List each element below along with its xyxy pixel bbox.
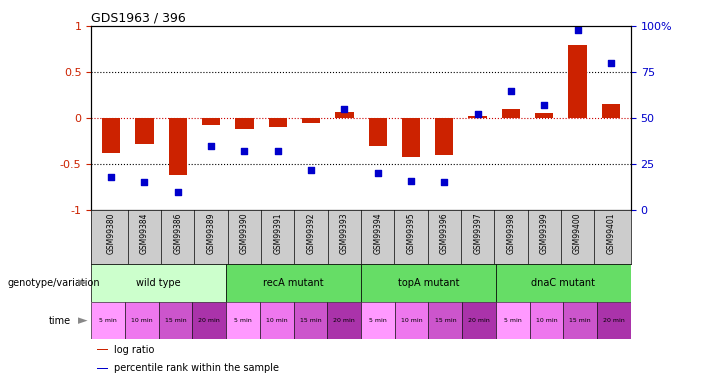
- Text: GSM99401: GSM99401: [606, 213, 615, 254]
- Text: 5 min: 5 min: [369, 318, 387, 323]
- Bar: [294, 302, 327, 339]
- Bar: [535, 112, 553, 118]
- Point: [139, 180, 150, 186]
- Text: 5 min: 5 min: [99, 318, 117, 323]
- Point: [505, 88, 517, 94]
- Text: 10 min: 10 min: [266, 318, 287, 323]
- Bar: [428, 302, 462, 339]
- Bar: [268, 118, 287, 128]
- Text: 10 min: 10 min: [536, 318, 557, 323]
- Text: 20 min: 20 min: [333, 318, 355, 323]
- Bar: [468, 116, 486, 118]
- Point: [205, 143, 217, 149]
- Bar: [97, 368, 109, 369]
- Text: ►: ►: [78, 314, 88, 327]
- Point: [372, 170, 383, 176]
- Point: [239, 148, 250, 154]
- Bar: [502, 109, 520, 118]
- Bar: [202, 118, 220, 124]
- Text: GSM99392: GSM99392: [306, 213, 315, 254]
- Text: time: time: [49, 316, 72, 326]
- Bar: [601, 104, 620, 118]
- Bar: [226, 302, 260, 339]
- Point: [538, 102, 550, 108]
- Bar: [91, 264, 226, 302]
- Text: 15 min: 15 min: [165, 318, 186, 323]
- Bar: [327, 302, 361, 339]
- Point: [605, 60, 616, 66]
- Text: GSM99391: GSM99391: [273, 213, 283, 254]
- Bar: [236, 118, 254, 129]
- Bar: [260, 302, 294, 339]
- Text: GSM99380: GSM99380: [107, 213, 116, 254]
- Bar: [496, 302, 530, 339]
- Text: GSM99393: GSM99393: [340, 213, 349, 254]
- Bar: [369, 118, 387, 146]
- Bar: [335, 112, 353, 118]
- Text: 5 min: 5 min: [234, 318, 252, 323]
- Text: GSM99400: GSM99400: [573, 213, 582, 254]
- Text: recA mutant: recA mutant: [264, 278, 324, 288]
- Text: dnaC mutant: dnaC mutant: [531, 278, 595, 288]
- Bar: [564, 302, 597, 339]
- Bar: [597, 302, 631, 339]
- Bar: [169, 118, 187, 175]
- Bar: [435, 118, 454, 155]
- Text: GSM99396: GSM99396: [440, 213, 449, 254]
- Text: GSM99399: GSM99399: [540, 213, 549, 254]
- Bar: [530, 302, 564, 339]
- Text: 20 min: 20 min: [198, 318, 220, 323]
- Text: GSM99390: GSM99390: [240, 213, 249, 254]
- Bar: [361, 302, 395, 339]
- Text: GSM99389: GSM99389: [207, 213, 216, 254]
- Point: [439, 180, 450, 186]
- Text: 20 min: 20 min: [468, 318, 490, 323]
- Text: GSM99394: GSM99394: [373, 213, 382, 254]
- Bar: [125, 302, 158, 339]
- Text: 15 min: 15 min: [299, 318, 321, 323]
- Text: GSM99398: GSM99398: [506, 213, 515, 254]
- Text: GDS1963 / 396: GDS1963 / 396: [91, 11, 186, 24]
- Point: [339, 106, 350, 112]
- Bar: [226, 264, 361, 302]
- Point: [306, 166, 317, 172]
- Bar: [496, 264, 631, 302]
- Text: 10 min: 10 min: [131, 318, 153, 323]
- Point: [106, 174, 117, 180]
- Text: 10 min: 10 min: [401, 318, 423, 323]
- Text: topA mutant: topA mutant: [397, 278, 459, 288]
- Bar: [395, 302, 428, 339]
- Text: log ratio: log ratio: [114, 345, 154, 355]
- Bar: [569, 45, 587, 118]
- Text: 5 min: 5 min: [504, 318, 522, 323]
- Bar: [192, 302, 226, 339]
- Bar: [462, 302, 496, 339]
- Text: 15 min: 15 min: [569, 318, 591, 323]
- Text: percentile rank within the sample: percentile rank within the sample: [114, 363, 279, 373]
- Bar: [361, 264, 496, 302]
- Bar: [402, 118, 420, 157]
- Bar: [135, 118, 154, 144]
- Text: ►: ►: [78, 277, 88, 290]
- Point: [572, 27, 583, 33]
- Bar: [302, 118, 320, 123]
- Point: [472, 111, 483, 117]
- Text: GSM99384: GSM99384: [140, 213, 149, 254]
- Bar: [158, 302, 192, 339]
- Bar: [91, 302, 125, 339]
- Bar: [102, 118, 121, 153]
- Text: GSM99386: GSM99386: [173, 213, 182, 254]
- Point: [405, 178, 416, 184]
- Text: 15 min: 15 min: [435, 318, 456, 323]
- Point: [172, 189, 184, 195]
- Point: [272, 148, 283, 154]
- Text: 20 min: 20 min: [603, 318, 625, 323]
- Text: GSM99395: GSM99395: [407, 213, 416, 254]
- Text: wild type: wild type: [136, 278, 181, 288]
- Text: GSM99397: GSM99397: [473, 213, 482, 254]
- Text: genotype/variation: genotype/variation: [7, 278, 100, 288]
